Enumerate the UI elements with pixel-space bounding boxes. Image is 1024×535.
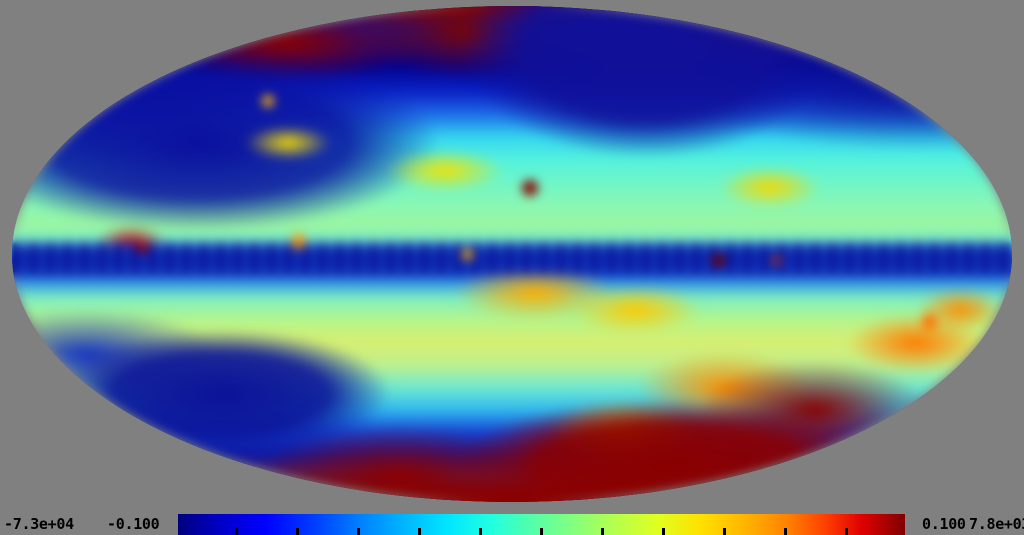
colorbar-max-saturation-label: 7.8e+03 (969, 515, 1024, 533)
colorbar-min-threshold-label: -0.100 (107, 515, 160, 533)
colorbar-tick (601, 528, 604, 535)
point-source (922, 313, 937, 329)
colorbar-tick (418, 528, 421, 535)
point-source (712, 254, 725, 267)
colorbar-tick (235, 528, 238, 535)
point-source (462, 249, 473, 261)
colorbar-gradient[interactable] (178, 514, 905, 535)
colorbar-tick (479, 528, 482, 535)
colorbar-tick (723, 528, 726, 535)
colorbar-row: -7.3e+04 -0.100 0.100 7.8e+03 (0, 514, 1024, 535)
colorbar-min-saturation-label: -7.3e+04 (4, 515, 74, 533)
colorbar-tick (845, 528, 848, 535)
colorbar-tick (296, 528, 299, 535)
sky-map-ellipse (12, 6, 1012, 502)
colorbar-max-threshold-label: 0.100 (922, 515, 966, 533)
colorbar-tick (662, 528, 665, 535)
point-source (137, 241, 148, 253)
colorbar-tick (784, 528, 787, 535)
galactic-plane-band (12, 241, 1012, 274)
sky-map (12, 6, 1012, 502)
colorbar-tick (357, 528, 360, 535)
colorbar-tick (540, 528, 543, 535)
point-source (522, 179, 538, 196)
